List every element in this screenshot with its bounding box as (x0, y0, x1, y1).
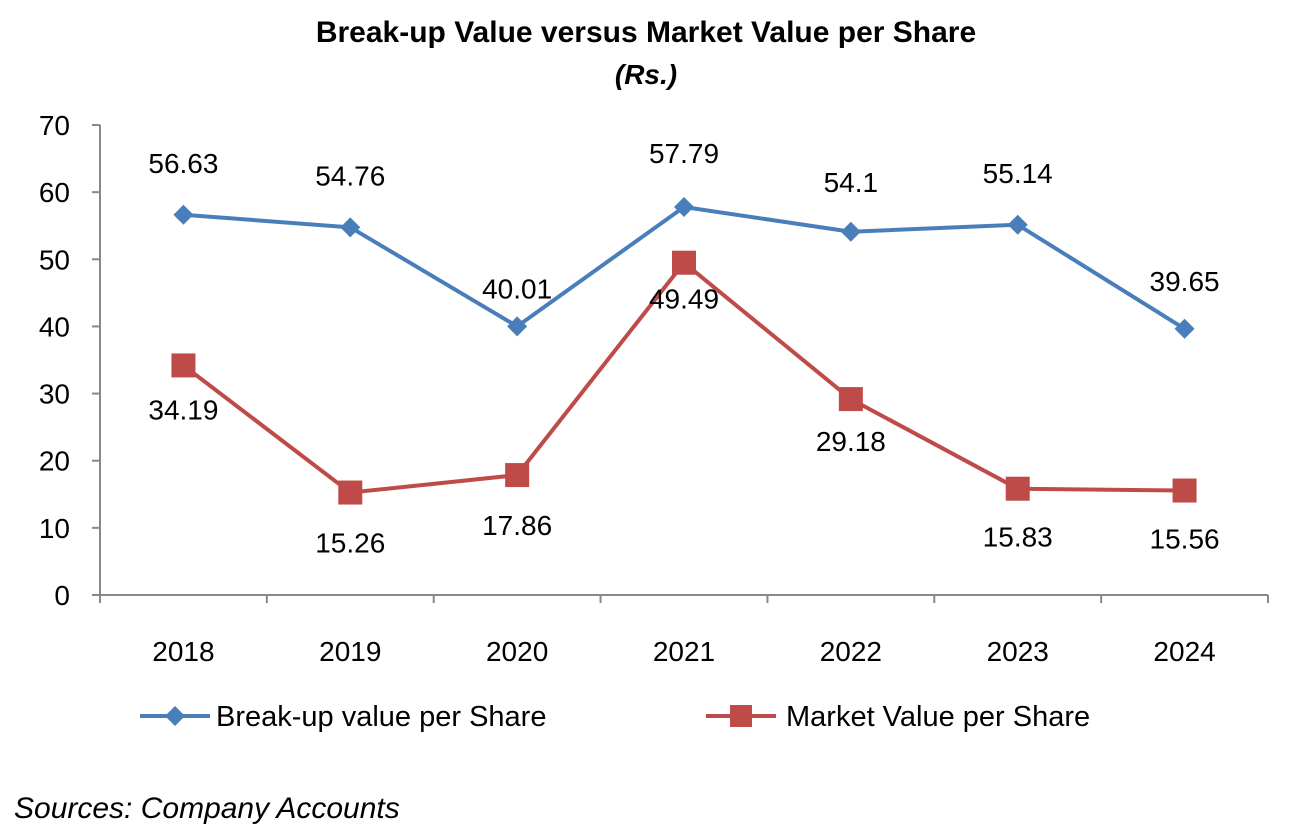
y-tick-label: 70 (39, 110, 70, 141)
legend-item-market: Market Value per Share (706, 701, 1090, 733)
data-point-breakup (840, 221, 861, 242)
data-label-market: 29.18 (816, 426, 886, 457)
y-tick-label: 30 (39, 379, 70, 410)
data-point-market (672, 250, 696, 275)
legend-diamond-icon (165, 706, 185, 726)
data-label-market: 34.19 (148, 394, 218, 425)
data-label-breakup: 40.01 (482, 273, 552, 304)
y-tick-label: 40 (39, 311, 70, 342)
data-point-market (1005, 476, 1030, 501)
data-label-market: 15.83 (983, 522, 1053, 553)
data-point-breakup (674, 196, 694, 217)
data-point-market (1172, 478, 1197, 503)
data-labels: 56.63 54.76 40.01 57.79 54.1 55.14 39.65 34.19 1… (148, 138, 1219, 559)
chart-title: Break-up Value versus Market Value per S… (316, 16, 976, 49)
y-tick-label: 50 (39, 244, 70, 275)
data-label-breakup: 39.65 (1150, 266, 1220, 297)
data-point-breakup (507, 316, 528, 337)
data-point-breakup (340, 217, 361, 238)
series-layer (171, 196, 1197, 505)
y-tick-label: 60 (39, 177, 70, 208)
data-point-breakup (1007, 214, 1028, 235)
legend-label-breakup: Break-up value per Share (216, 701, 546, 733)
data-label-breakup: 56.63 (148, 148, 218, 179)
data-label-breakup: 54.1 (824, 167, 879, 198)
legend-item-breakup: Break-up value per Share (140, 701, 546, 733)
data-label-market: 15.56 (1150, 524, 1220, 555)
legend-label-market: Market Value per Share (786, 701, 1090, 733)
axes (99, 125, 1268, 596)
x-tick-label: 2022 (820, 636, 882, 667)
data-point-market (838, 387, 863, 412)
data-point-market (171, 353, 196, 378)
chart-subtitle: (Rs.) (615, 59, 677, 90)
x-tick-label: 2020 (486, 636, 548, 667)
y-tick-label: 20 (39, 446, 70, 477)
data-label-breakup: 54.76 (315, 160, 385, 191)
x-tick-label: 2018 (152, 636, 214, 667)
x-axis-ticks: 2018 2019 2020 2021 2022 2023 2024 (99, 595, 1269, 667)
x-tick-label: 2023 (987, 636, 1049, 667)
legend: Break-up value per Share Market Value pe… (140, 701, 1090, 733)
data-label-market: 17.86 (482, 510, 552, 541)
source-note: Sources: Company Accounts (14, 792, 400, 825)
y-axis-ticks: 0 10 20 30 40 50 60 70 (39, 110, 100, 611)
data-label-breakup: 57.79 (649, 138, 719, 169)
data-point-breakup (1174, 318, 1195, 339)
y-tick-label: 0 (54, 580, 70, 611)
data-label-market: 15.26 (315, 528, 385, 559)
data-point-breakup (173, 204, 194, 225)
x-tick-label: 2021 (653, 636, 715, 667)
data-label-breakup: 55.14 (983, 158, 1053, 189)
data-label-market: 49.49 (649, 284, 719, 315)
data-point-market (338, 480, 363, 505)
y-tick-label: 10 (39, 513, 70, 544)
legend-square-icon (730, 705, 752, 727)
x-tick-label: 2019 (319, 636, 381, 667)
data-point-market (505, 463, 530, 488)
x-tick-label: 2024 (1153, 636, 1215, 667)
